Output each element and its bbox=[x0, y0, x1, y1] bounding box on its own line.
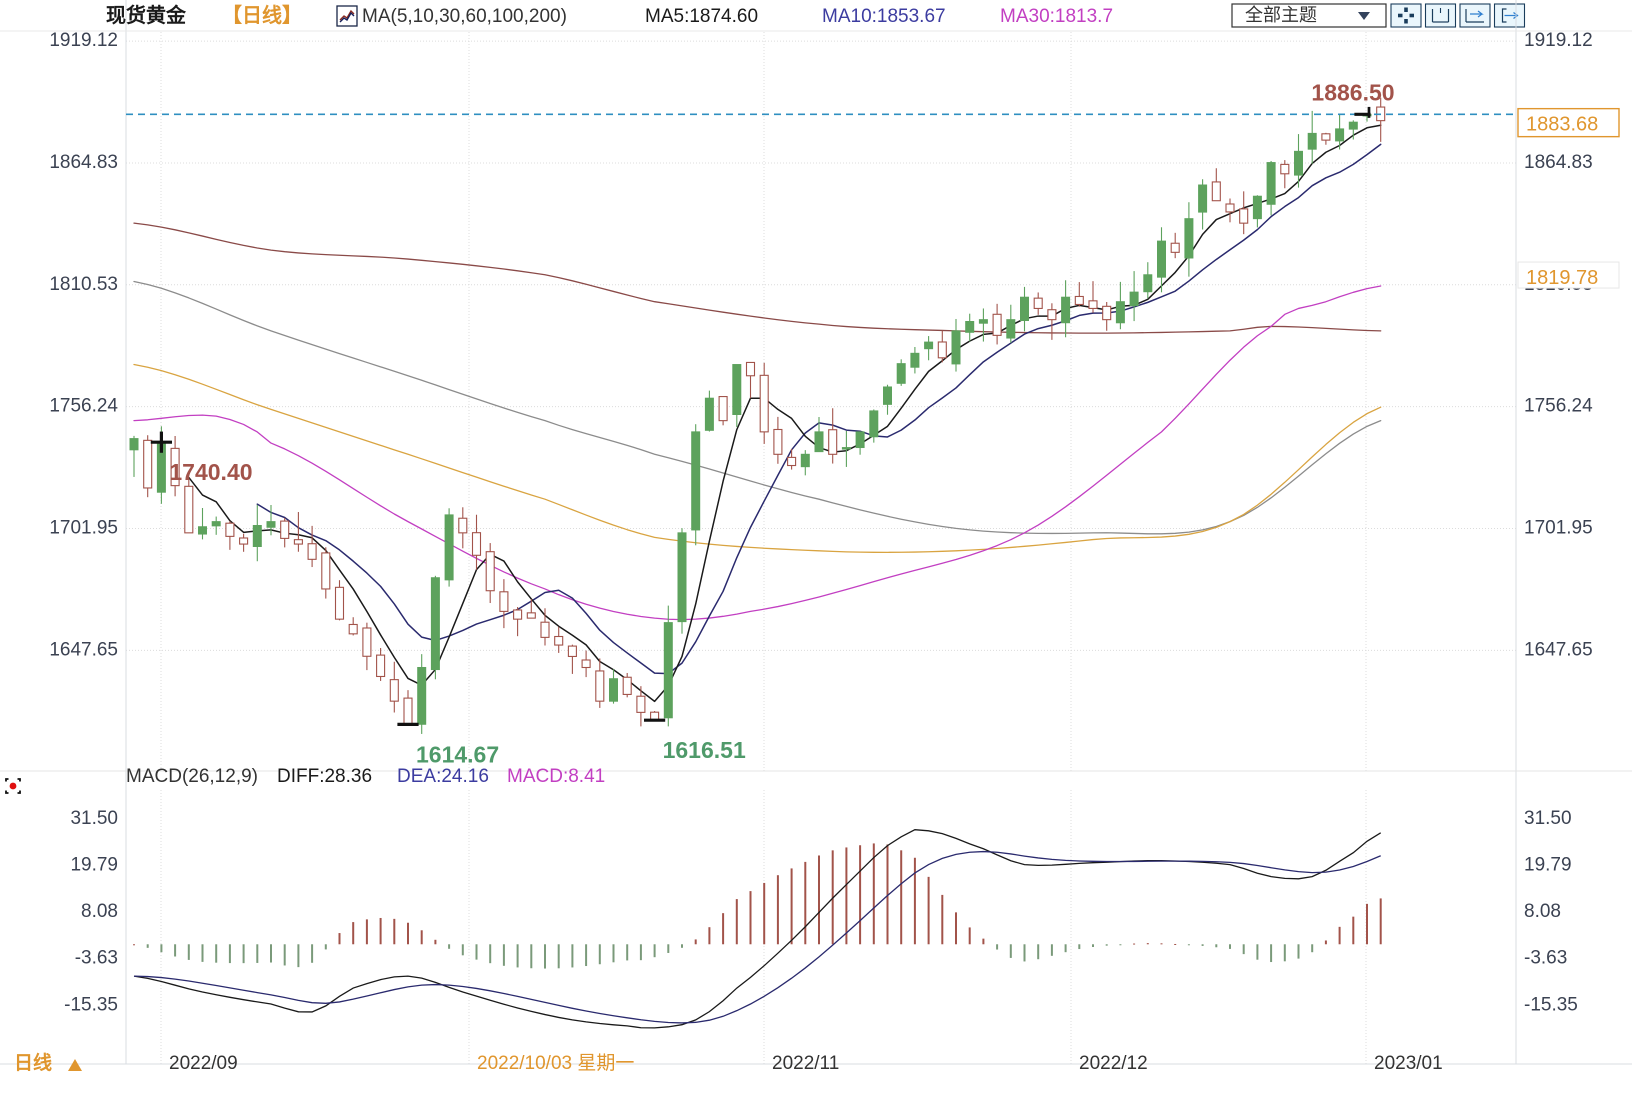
svg-text:31.50: 31.50 bbox=[1524, 808, 1572, 829]
svg-text:2022/11: 2022/11 bbox=[772, 1053, 839, 1074]
svg-text:2022/09: 2022/09 bbox=[169, 1053, 238, 1074]
svg-text:MA10:1853.67: MA10:1853.67 bbox=[822, 6, 946, 27]
svg-text:1647.65: 1647.65 bbox=[49, 639, 118, 660]
svg-text:1614.67: 1614.67 bbox=[416, 741, 499, 767]
svg-text:1919.12: 1919.12 bbox=[49, 30, 118, 51]
svg-text:1616.51: 1616.51 bbox=[663, 737, 746, 763]
svg-text:日线: 日线 bbox=[14, 1051, 52, 1074]
svg-text:1756.24: 1756.24 bbox=[1524, 396, 1593, 417]
svg-text:-15.35: -15.35 bbox=[64, 994, 118, 1015]
svg-text:8.08: 8.08 bbox=[1524, 901, 1561, 922]
svg-text:1810.53: 1810.53 bbox=[49, 274, 118, 295]
svg-text:1740.40: 1740.40 bbox=[169, 459, 252, 485]
svg-text:1919.12: 1919.12 bbox=[1524, 30, 1593, 51]
svg-text:1864.83: 1864.83 bbox=[1524, 152, 1593, 173]
svg-text:【日线】: 【日线】 bbox=[222, 3, 302, 27]
svg-text:MACD(26,12,9): MACD(26,12,9) bbox=[126, 766, 258, 787]
svg-text:1883.68: 1883.68 bbox=[1526, 114, 1598, 136]
svg-text:8.08: 8.08 bbox=[81, 901, 118, 922]
svg-text:2023/01: 2023/01 bbox=[1374, 1053, 1443, 1074]
svg-text:1886.50: 1886.50 bbox=[1311, 79, 1394, 105]
svg-text:31.50: 31.50 bbox=[70, 808, 118, 829]
svg-text:1864.83: 1864.83 bbox=[49, 152, 118, 173]
svg-text:19.79: 19.79 bbox=[1524, 854, 1572, 875]
svg-text:MA5:1874.60: MA5:1874.60 bbox=[645, 6, 758, 27]
svg-text:1756.24: 1756.24 bbox=[49, 396, 118, 417]
svg-text:-15.35: -15.35 bbox=[1524, 994, 1578, 1015]
svg-text:1701.95: 1701.95 bbox=[1524, 517, 1593, 538]
svg-text:1647.65: 1647.65 bbox=[1524, 639, 1593, 660]
svg-text:2022/12: 2022/12 bbox=[1079, 1053, 1148, 1074]
svg-text:MA(5,10,30,60,100,200): MA(5,10,30,60,100,200) bbox=[362, 6, 567, 27]
svg-text:MA30:1813.7: MA30:1813.7 bbox=[1000, 6, 1113, 27]
svg-text:全部主题: 全部主题 bbox=[1245, 5, 1317, 25]
svg-text:DIFF:28.36: DIFF:28.36 bbox=[277, 766, 372, 787]
svg-text:19.79: 19.79 bbox=[70, 854, 118, 875]
svg-text:1819.78: 1819.78 bbox=[1526, 267, 1598, 289]
svg-text:现货黄金: 现货黄金 bbox=[106, 3, 187, 27]
svg-text:1701.95: 1701.95 bbox=[49, 517, 118, 538]
svg-text:DEA:24.16: DEA:24.16 bbox=[397, 766, 489, 787]
svg-text:-3.63: -3.63 bbox=[75, 948, 118, 969]
svg-text:2022/10/03 星期一: 2022/10/03 星期一 bbox=[477, 1052, 634, 1074]
svg-text:MACD:8.41: MACD:8.41 bbox=[507, 766, 605, 787]
svg-text:-3.63: -3.63 bbox=[1524, 948, 1567, 969]
